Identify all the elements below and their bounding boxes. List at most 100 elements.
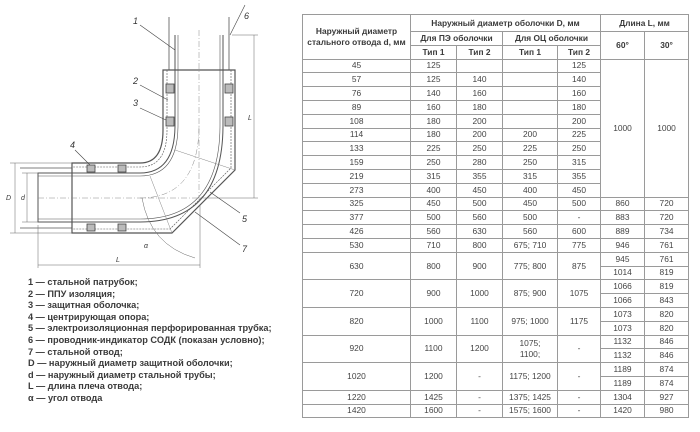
cell-length-30: 980 xyxy=(644,403,690,419)
cell-length-60: 1189 xyxy=(600,375,646,391)
cell-oc2: 450 xyxy=(556,182,602,198)
label-1: 1 xyxy=(133,16,138,26)
cell-oc1: 1075; 1100; xyxy=(502,334,558,364)
cell-length-60: 889 xyxy=(600,224,646,239)
header-oc-type1: Тип 1 xyxy=(502,44,558,60)
table-row: 1420 1600-1575; 1600-1420 980 xyxy=(302,403,690,419)
cell-oc1: 975; 1000 xyxy=(502,306,558,336)
cell-length-30: 720 xyxy=(644,210,690,226)
cell-oc1 xyxy=(502,72,558,88)
legend-item: 5 — электроизоляционная перфорированная … xyxy=(28,323,272,334)
legend-item: 3 — защитная оболочка; xyxy=(28,300,140,311)
header-pe: Для ПЭ оболочки xyxy=(410,31,503,46)
cell-d: 108 xyxy=(302,113,411,129)
legend-item: 1 — стальной патрубок; xyxy=(28,277,138,287)
cell-oc1: 500 xyxy=(502,210,558,226)
cell-pe1: 180 xyxy=(410,127,457,143)
cell-length-30: 820 xyxy=(644,320,690,336)
cell-oc2: 225 xyxy=(556,127,602,143)
table-row: 630 800 900 775; 800 875 945 761 xyxy=(302,251,690,281)
cell-oc1: 675; 710 xyxy=(502,237,558,253)
cell-length-30: 874 xyxy=(644,375,690,391)
cell-length-30: 819 xyxy=(644,279,690,295)
cell-pe2: - xyxy=(456,362,503,391)
legend-item: L — длина плеча отвода; xyxy=(28,381,143,392)
cell-length-60: 945 xyxy=(600,251,646,267)
legend-item: 7 — стальной отвод; xyxy=(28,346,123,357)
header-steel-diameter: Наружный диаметр стального отвода d, мм xyxy=(302,14,411,60)
cell-length-30: 846 xyxy=(644,334,690,350)
legend-item: d — наружный диаметр стальной трубы; xyxy=(28,369,216,380)
cell-d: 1020 xyxy=(302,362,411,391)
table-row: 1220 1425-1375; 1425-1304 927 xyxy=(302,389,690,405)
cell-length-30: 720 xyxy=(644,196,690,212)
cell-pe1: 450 xyxy=(410,196,457,212)
cell-pe1: 1600 xyxy=(410,403,457,419)
cell-pe2: 500 xyxy=(456,196,503,212)
cell-length-30: 761 xyxy=(644,237,690,253)
cell-oc2: 315 xyxy=(556,155,602,170)
cell-oc2: 180 xyxy=(556,99,602,115)
cell-oc1: 560 xyxy=(502,224,558,239)
cell-d: 159 xyxy=(302,155,411,170)
cell-length-30: 846 xyxy=(644,348,690,364)
cell-d: 273 xyxy=(302,182,411,198)
cell-d: 1220 xyxy=(302,389,411,405)
label-6: 6 xyxy=(244,11,249,21)
table-row: 820 1000 1100 975; 1000 1175 1073 820 xyxy=(302,306,690,336)
cell-oc2: 875 xyxy=(556,251,602,281)
cell-d: 377 xyxy=(302,210,411,226)
cell-pe2: 355 xyxy=(456,168,503,184)
cell-length-30: 761 xyxy=(644,251,690,267)
label-4: 4 xyxy=(70,140,75,150)
cell-oc2: 500 xyxy=(556,196,602,212)
table-row: 159 250 280 250 315 xyxy=(302,155,689,170)
table-row: 1020 1200-1175; 1200-1189 874 xyxy=(302,362,690,391)
table-row: 114 180 200 200 225 xyxy=(302,127,689,143)
cell-pe1: 500 xyxy=(410,210,457,226)
cell-pe2: 560 xyxy=(456,210,503,226)
table-row: 530 710 800 675; 710 775 946 761 xyxy=(302,237,690,253)
cell-pe2: 280 xyxy=(456,155,503,170)
header-casing-diameter: Наружный диаметр оболочки D, мм xyxy=(409,14,602,32)
cell-oc1 xyxy=(502,99,558,115)
table-row: 273 400 450 400 450 xyxy=(302,182,689,198)
cell-d: 76 xyxy=(302,86,411,101)
cell-length-60: 1132 xyxy=(600,348,646,364)
cell-length-60: 860 xyxy=(600,196,646,212)
cell-d: 114 xyxy=(302,127,411,143)
cell-oc1: 450 xyxy=(502,196,558,212)
cell-pe1: 225 xyxy=(410,141,457,157)
cell-pe2: - xyxy=(456,389,503,405)
cell-length-60: 1073 xyxy=(600,306,646,322)
cell-d: 219 xyxy=(302,168,411,184)
cell-oc2: 250 xyxy=(556,141,602,157)
header-oc: Для ОЦ оболочки xyxy=(501,31,602,46)
cell-oc2: - xyxy=(556,403,602,419)
header-pe-type1: Тип 1 xyxy=(410,44,457,60)
legend-item: 2 — ППУ изоляция; xyxy=(28,288,116,299)
cell-oc1: 1375; 1425 xyxy=(502,389,558,405)
cell-pe1: 315 xyxy=(410,168,457,184)
cell-oc2: 140 xyxy=(556,72,602,88)
label-5: 5 xyxy=(242,214,248,224)
table-row: 325 450 500 450 500 860 720 xyxy=(302,196,690,212)
cell-oc2: - xyxy=(556,210,602,226)
label-2: 2 xyxy=(132,76,138,86)
cell-length-60: 883 xyxy=(600,210,646,226)
cell-d: 426 xyxy=(302,224,411,239)
cell-pe1: 1425 xyxy=(410,389,457,405)
legend-item: α — угол отвода xyxy=(28,392,103,403)
table-subrow: 1066 843 xyxy=(303,293,690,308)
cell-length-60: 1420 xyxy=(600,403,646,419)
label-L-vertical: L xyxy=(248,115,252,122)
cell-oc1: 200 xyxy=(502,127,558,143)
cell-length-60: 1132 xyxy=(600,334,646,350)
label-d: d xyxy=(21,195,26,202)
legend-item: D — наружный диаметр защитной оболочки; xyxy=(28,358,233,369)
cell-pe1: 250 xyxy=(410,155,457,170)
cell-length-60: 946 xyxy=(600,237,646,253)
cell-d: 920 xyxy=(302,334,411,364)
cell-oc2: 775 xyxy=(556,237,602,253)
header-60: 60° xyxy=(600,31,646,60)
